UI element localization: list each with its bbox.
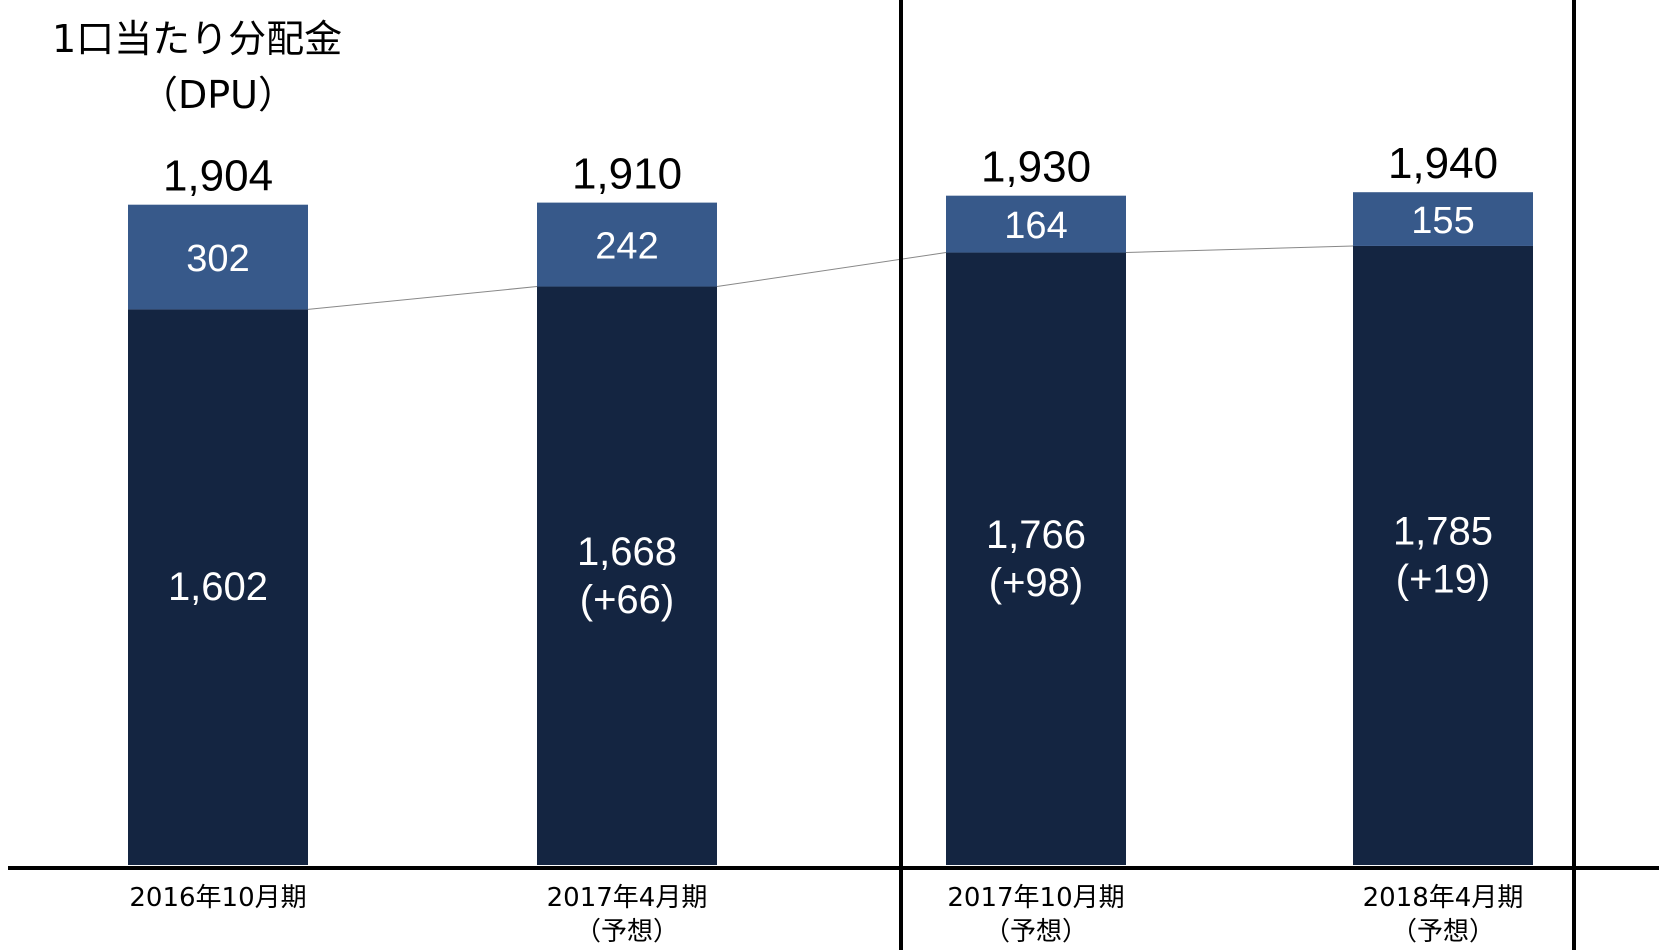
x-tick-label: 2017年4月期 (547, 883, 708, 913)
bar-top-segment (537, 202, 717, 287)
bar-base-label: 1,602 (168, 565, 268, 609)
chart-title: 1口当たり分配金 (52, 17, 343, 61)
bar-top-label: 155 (1411, 200, 1474, 242)
base-connector-line (716, 252, 947, 288)
bar-base-label: (+98) (989, 561, 1084, 605)
bar-base-segment (946, 252, 1126, 865)
base-connector-line (1125, 245, 1354, 254)
bar-base-segment (128, 309, 308, 865)
bar-base-label: 1,766 (986, 513, 1086, 557)
bar-base-segment (537, 286, 717, 865)
bar-top-label: 302 (186, 238, 249, 280)
x-tick-label: （予想） (1391, 917, 1495, 947)
bar-base-label: 1,785 (1393, 509, 1493, 553)
bar-top-label: 242 (595, 226, 658, 268)
bar-base-label: (+66) (580, 578, 675, 622)
bar-top-segment (128, 204, 308, 310)
bar-base-label: 1,668 (577, 530, 677, 574)
bar-total-label: 1,930 (981, 143, 1091, 192)
base-connector-line (307, 286, 538, 310)
x-tick-label: 2017年10月期 (947, 883, 1124, 913)
bar-base-segment (1353, 245, 1533, 865)
chart-subtitle: （DPU） (140, 73, 296, 117)
bar-top-segment (946, 195, 1126, 253)
bar-base-label: (+19) (1396, 557, 1491, 601)
bar-total-label: 1,904 (163, 152, 273, 201)
bar-top-segment (1353, 192, 1533, 246)
x-tick-label: 2018年4月期 (1363, 883, 1524, 913)
bar-total-label: 1,940 (1388, 139, 1498, 188)
x-tick-label: 2016年10月期 (129, 883, 306, 913)
x-tick-label: （予想） (984, 917, 1088, 947)
bar-top-label: 164 (1004, 205, 1067, 247)
x-tick-label: （予想） (575, 917, 679, 947)
bar-total-label: 1,910 (572, 150, 682, 199)
